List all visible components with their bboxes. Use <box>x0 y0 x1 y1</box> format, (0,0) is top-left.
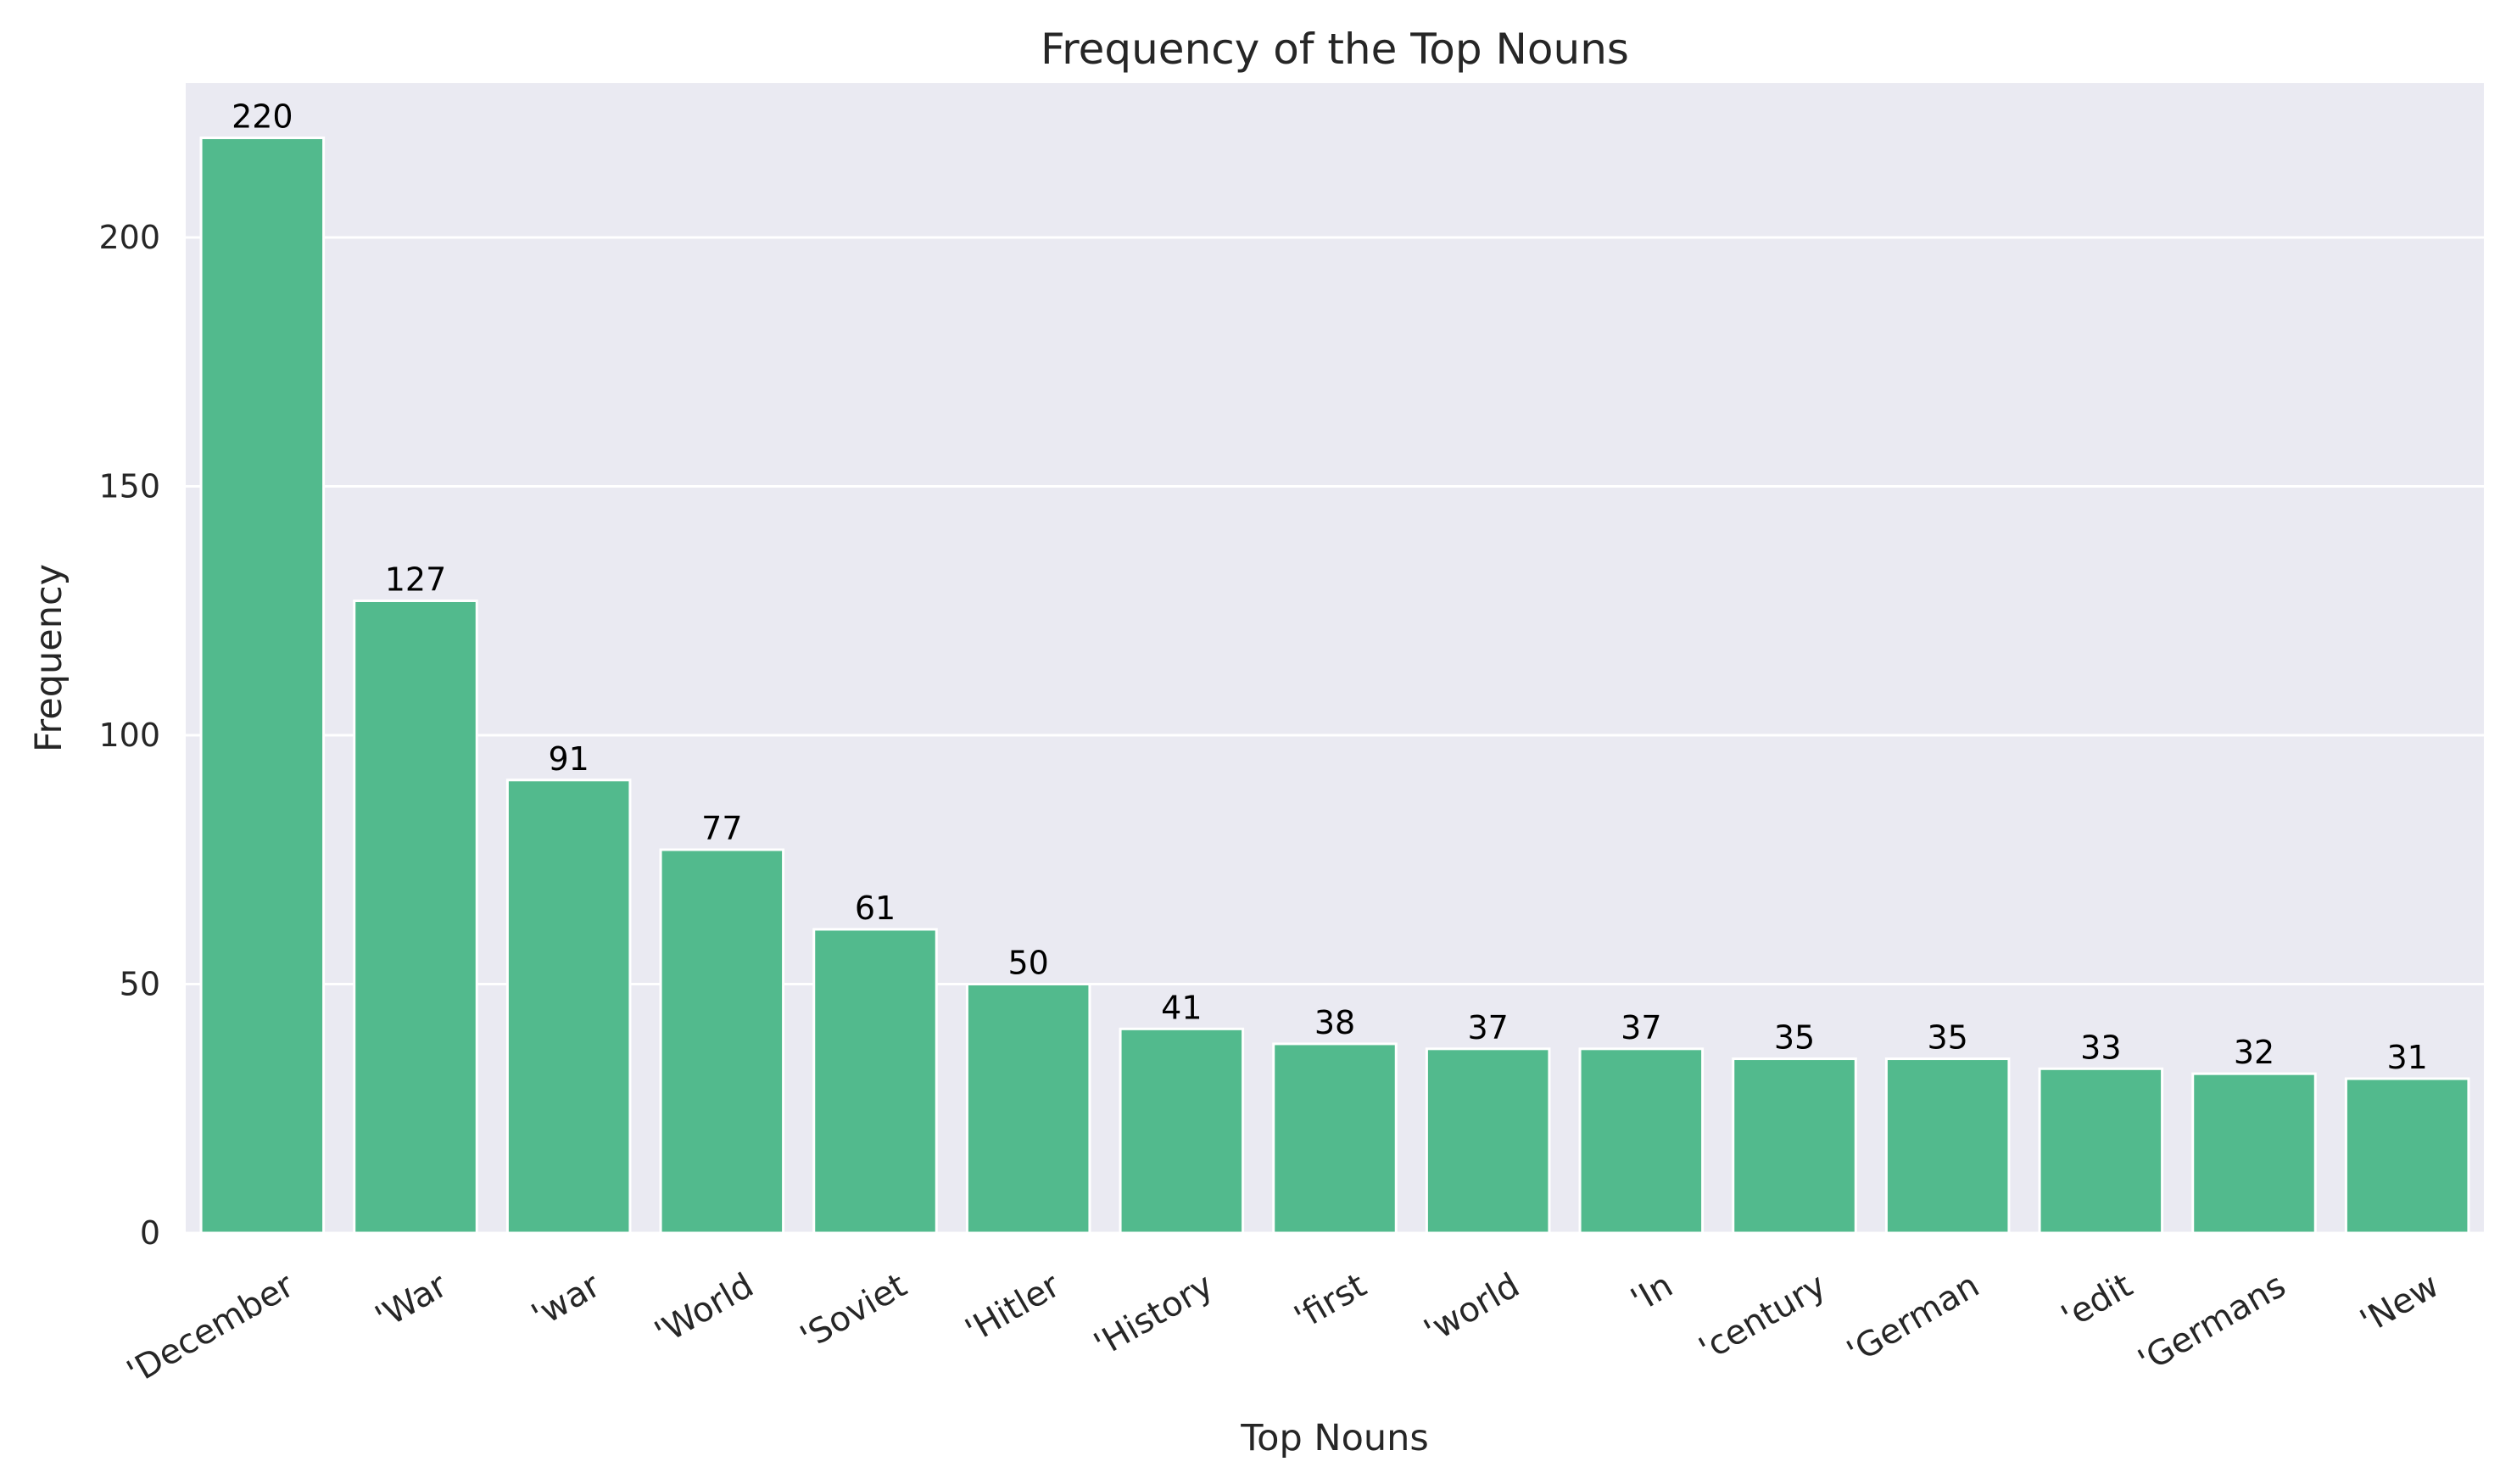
x-tick-label: 'Soviet <box>794 1266 913 1358</box>
bar <box>1272 1042 1398 1235</box>
y-tick-label: 150 <box>98 467 160 505</box>
bar-value-label: 35 <box>1927 1019 1967 1057</box>
bar <box>2344 1077 2470 1235</box>
x-tick-label: 'German <box>1840 1266 1985 1372</box>
bar-value-label: 31 <box>2386 1039 2427 1076</box>
x-axis-label: Top Nouns <box>1240 1417 1429 1459</box>
bar <box>1884 1057 2011 1235</box>
bar-value-label: 127 <box>385 561 447 598</box>
data-labels: 220 127 91 77 61 50 41 38 37 37 35 35 33 32 31 <box>232 98 2428 1076</box>
bar <box>1119 1027 1245 1235</box>
x-tick-label: 'war <box>525 1266 607 1336</box>
bar <box>1732 1057 1857 1235</box>
bar <box>1425 1047 1551 1235</box>
x-tick-label: 'Germans <box>2132 1266 2292 1381</box>
bar <box>199 137 326 1235</box>
bar <box>2191 1072 2317 1235</box>
bar <box>2038 1067 2164 1235</box>
x-tick-label: 'world <box>1418 1266 1526 1351</box>
bar-value-label: 61 <box>855 890 896 927</box>
y-tick-label: 50 <box>120 965 160 1002</box>
bar-value-label: 77 <box>701 810 742 847</box>
y-tick-label: 200 <box>98 219 160 256</box>
bar-value-label: 41 <box>1161 989 1202 1026</box>
bar-value-label: 38 <box>1314 1004 1355 1041</box>
bar <box>353 599 478 1235</box>
x-tick-label: 'century <box>1693 1266 1833 1370</box>
x-tick-label: 'In <box>1625 1266 1680 1320</box>
x-tick-label: 'War <box>369 1266 455 1338</box>
x-axis-ticks: 'December 'War 'war 'World 'Soviet 'Hitler 'Hi… <box>120 1266 2445 1392</box>
x-tick-label: 'New <box>2354 1266 2446 1342</box>
x-tick-label: 'History <box>1088 1266 1220 1364</box>
bar <box>1578 1047 1705 1235</box>
bar-value-label: 35 <box>1774 1019 1815 1057</box>
y-tick-label: 0 <box>140 1214 160 1252</box>
bar <box>965 982 1091 1235</box>
bar <box>659 848 785 1235</box>
bar <box>505 778 632 1235</box>
y-tick-label: 100 <box>98 717 160 754</box>
x-tick-label: 'edit <box>2055 1266 2139 1337</box>
bar <box>812 928 938 1235</box>
x-tick-label: 'Hitler <box>959 1266 1067 1351</box>
x-tick-label: 'first <box>1288 1266 1373 1337</box>
bar-value-label: 37 <box>1621 1009 1661 1046</box>
chart-title: Frequency of the Top Nouns <box>1041 25 1629 74</box>
bar-value-label: 220 <box>232 98 293 136</box>
y-axis-ticks: 0 50 100 150 200 <box>98 219 160 1252</box>
x-tick-label: 'December <box>120 1266 301 1392</box>
bars <box>199 137 2470 1235</box>
bar-value-label: 32 <box>2234 1034 2274 1071</box>
bar-value-label: 91 <box>548 740 589 778</box>
bar-value-label: 50 <box>1007 944 1048 981</box>
bar-value-label: 37 <box>1467 1009 1508 1046</box>
bar-value-label: 33 <box>2080 1029 2121 1066</box>
x-tick-label: 'World <box>649 1266 761 1353</box>
y-axis-label: Frequency <box>28 564 70 752</box>
